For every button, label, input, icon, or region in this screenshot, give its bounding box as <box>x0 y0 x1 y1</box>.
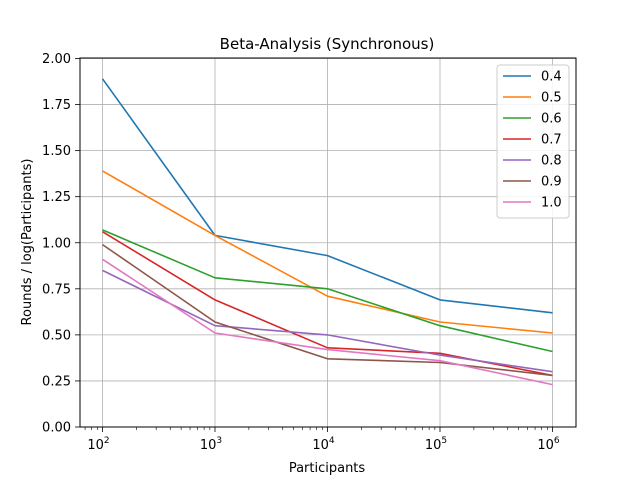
series-line-1.0 <box>102 258 553 386</box>
y-axis-ticks: 0.00 0.25 0.50 0.75 1.00 1.25 1.50 1.75 2.00 <box>42 52 80 436</box>
legend-label-0.7: 0.7 <box>541 133 562 148</box>
y-tick-label: 0.25 <box>42 374 71 389</box>
legend-label-0.6: 0.6 <box>541 112 562 127</box>
x-tick-label: 102 <box>87 436 109 453</box>
y-tick-label: 1.75 <box>42 98 71 113</box>
x-tick-label: 104 <box>312 436 335 453</box>
x-axis-title: Participants <box>289 461 366 476</box>
x-tick-label: 106 <box>537 436 560 453</box>
y-tick-label: 2.00 <box>42 52 71 67</box>
series-line-0.6 <box>102 229 553 353</box>
series-line-0.5 <box>102 170 553 334</box>
y-axis-title: Rounds / log(Participants) <box>20 159 35 326</box>
y-tick-label: 0.00 <box>42 421 71 436</box>
y-tick-label: 1.50 <box>42 144 71 159</box>
legend-label-0.5: 0.5 <box>541 91 562 106</box>
series-line-0.8 <box>102 269 553 373</box>
x-tick-label: 103 <box>200 436 222 453</box>
legend-label-0.8: 0.8 <box>541 154 562 169</box>
legend-label-1.0: 1.0 <box>541 196 562 211</box>
x-tick-label: 105 <box>425 436 447 453</box>
y-tick-label: 1.00 <box>42 236 71 251</box>
y-tick-label: 0.75 <box>42 282 71 297</box>
series-lines <box>101 78 553 386</box>
x-axis-ticks: 102 103 104 105 106 <box>84 427 560 453</box>
legend: 0.4 0.5 0.6 0.7 0.8 0.9 1.0 <box>496 64 570 219</box>
legend-label-0.4: 0.4 <box>541 70 562 85</box>
series-line-0.9 <box>102 243 553 377</box>
series-line-0.4 <box>101 78 553 314</box>
legend-box <box>496 64 570 219</box>
chart-title: Beta-Analysis (Synchronous) <box>220 35 435 53</box>
legend-label-0.9: 0.9 <box>541 175 562 190</box>
y-tick-label: 1.25 <box>42 190 71 205</box>
y-tick-label: 0.50 <box>42 328 71 343</box>
